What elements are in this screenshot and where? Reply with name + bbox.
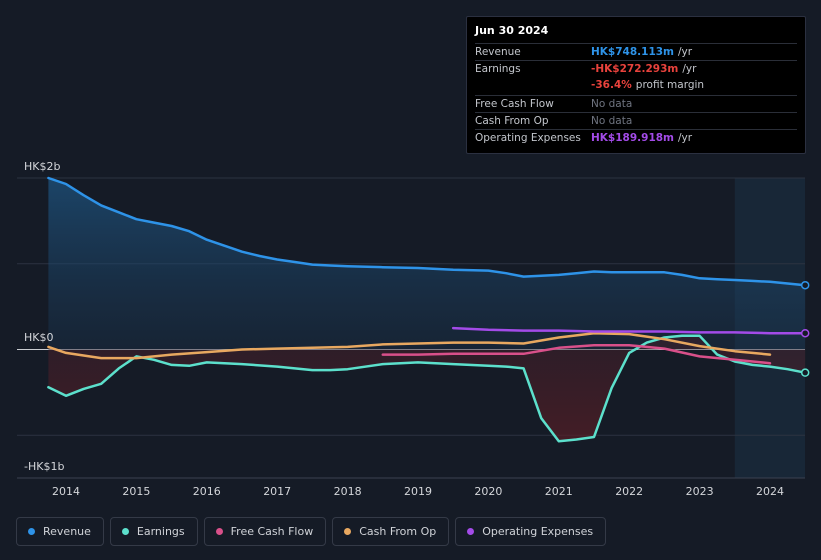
operating-expenses-line: [451, 326, 807, 335]
x-tick-label: 2020: [474, 485, 502, 498]
x-tick-label: 2019: [404, 485, 432, 498]
x-tick-label: 2023: [686, 485, 714, 498]
legend-label: Cash From Op: [359, 525, 437, 538]
earnings-line: [47, 334, 807, 443]
x-tick-label: 2016: [193, 485, 221, 498]
legend-label: Revenue: [43, 525, 91, 538]
tooltip-row-label: Cash From Op: [475, 114, 549, 127]
x-tick-label: 2024: [756, 485, 784, 498]
x-tick-label: 2017: [263, 485, 291, 498]
tooltip-row-value: -HK$272.293m: [591, 63, 679, 76]
tooltip-row: Cash From Op No data: [475, 111, 797, 129]
tooltip-row-unit: /yr: [678, 131, 693, 144]
x-tick-label: 2022: [615, 485, 643, 498]
y-axis-labels: HK$2b HK$0 -HK$1b: [24, 160, 64, 473]
legend-item-cash-from-op[interactable]: Cash From Op: [332, 517, 450, 546]
tooltip-row-label: Free Cash Flow: [475, 97, 554, 110]
tooltip-row-label: Earnings: [475, 63, 521, 76]
legend-dot-icon: [344, 528, 352, 535]
tooltip-row-unit: /yr: [682, 63, 697, 76]
y-tick-label: -HK$1b: [24, 460, 64, 473]
tooltip-row-value: HK$189.918m: [591, 131, 674, 144]
tooltip-row-label: Revenue: [475, 46, 521, 58]
legend-dot-icon: [121, 528, 129, 535]
area-fills: [48, 178, 806, 442]
revenue-area: [48, 178, 806, 350]
legend-item-earnings[interactable]: Earnings: [109, 517, 198, 546]
legend-label: Free Cash Flow: [230, 525, 314, 538]
tooltip-row: Revenue HK$748.113m/yr: [475, 43, 797, 60]
x-tick-label: 2015: [122, 485, 150, 498]
earnings-area: [48, 335, 806, 442]
legend-dot-icon: [215, 528, 223, 535]
tooltip-row: -36.4% profit margin: [475, 77, 797, 94]
tooltip-row: Earnings -HK$272.293m/yr: [475, 60, 797, 77]
revenue-line: [47, 176, 807, 287]
free-cash-flow-line: [381, 343, 772, 365]
tooltip-row-unit: profit margin: [635, 79, 705, 92]
legend-item-free-cash-flow[interactable]: Free Cash Flow: [203, 517, 327, 546]
legend-dot-icon: [467, 528, 475, 535]
chart-legend: Revenue Earnings Free Cash Flow Cash From O…: [16, 517, 607, 546]
tooltip-row-value: No data: [591, 114, 633, 127]
tooltip-row-label: [475, 77, 591, 94]
revenue-end-marker: [800, 280, 810, 290]
end-markers: [800, 280, 810, 377]
legend-item-revenue[interactable]: Revenue: [16, 517, 104, 546]
legend-label: Operating Expenses: [482, 525, 594, 538]
tooltip-row-value: -36.4%: [591, 79, 632, 92]
data-tooltip: Jun 30 2024 Revenue HK$748.113m/yr Earning…: [466, 16, 806, 154]
earnings-end-marker: [800, 368, 810, 377]
tooltip-date: Jun 30 2024: [475, 24, 549, 37]
legend-dot-icon: [28, 528, 35, 535]
x-tick-label: 2014: [52, 485, 80, 498]
series-lines: [47, 176, 807, 443]
tooltip-rows: Revenue HK$748.113m/yr Earnings -HK$272.293…: [475, 43, 797, 146]
legend-label: Earnings: [136, 525, 185, 538]
cash-from-op-line: [47, 331, 772, 360]
tooltip-row: Operating Expenses HK$189.918m/yr: [475, 128, 797, 146]
tooltip-row: Free Cash Flow No data: [475, 94, 797, 112]
operating-expenses-end-marker: [800, 328, 810, 338]
x-tick-label: 2021: [545, 485, 573, 498]
tooltip-row-value: No data: [591, 97, 633, 110]
y-tick-label: HK$0: [24, 331, 53, 344]
tooltip-row-label: Operating Expenses: [475, 131, 581, 144]
x-axis-labels: 2014 2015 2016 2017 2018 2019 2020 2021 2022 2023…: [52, 485, 784, 498]
x-tick-label: 2018: [334, 485, 362, 498]
tooltip-row-value: HK$748.113m: [591, 46, 674, 58]
y-tick-label: HK$2b: [24, 160, 60, 173]
tooltip-row-unit: /yr: [678, 46, 693, 58]
legend-item-operating-expenses[interactable]: Operating Expenses: [455, 517, 607, 546]
